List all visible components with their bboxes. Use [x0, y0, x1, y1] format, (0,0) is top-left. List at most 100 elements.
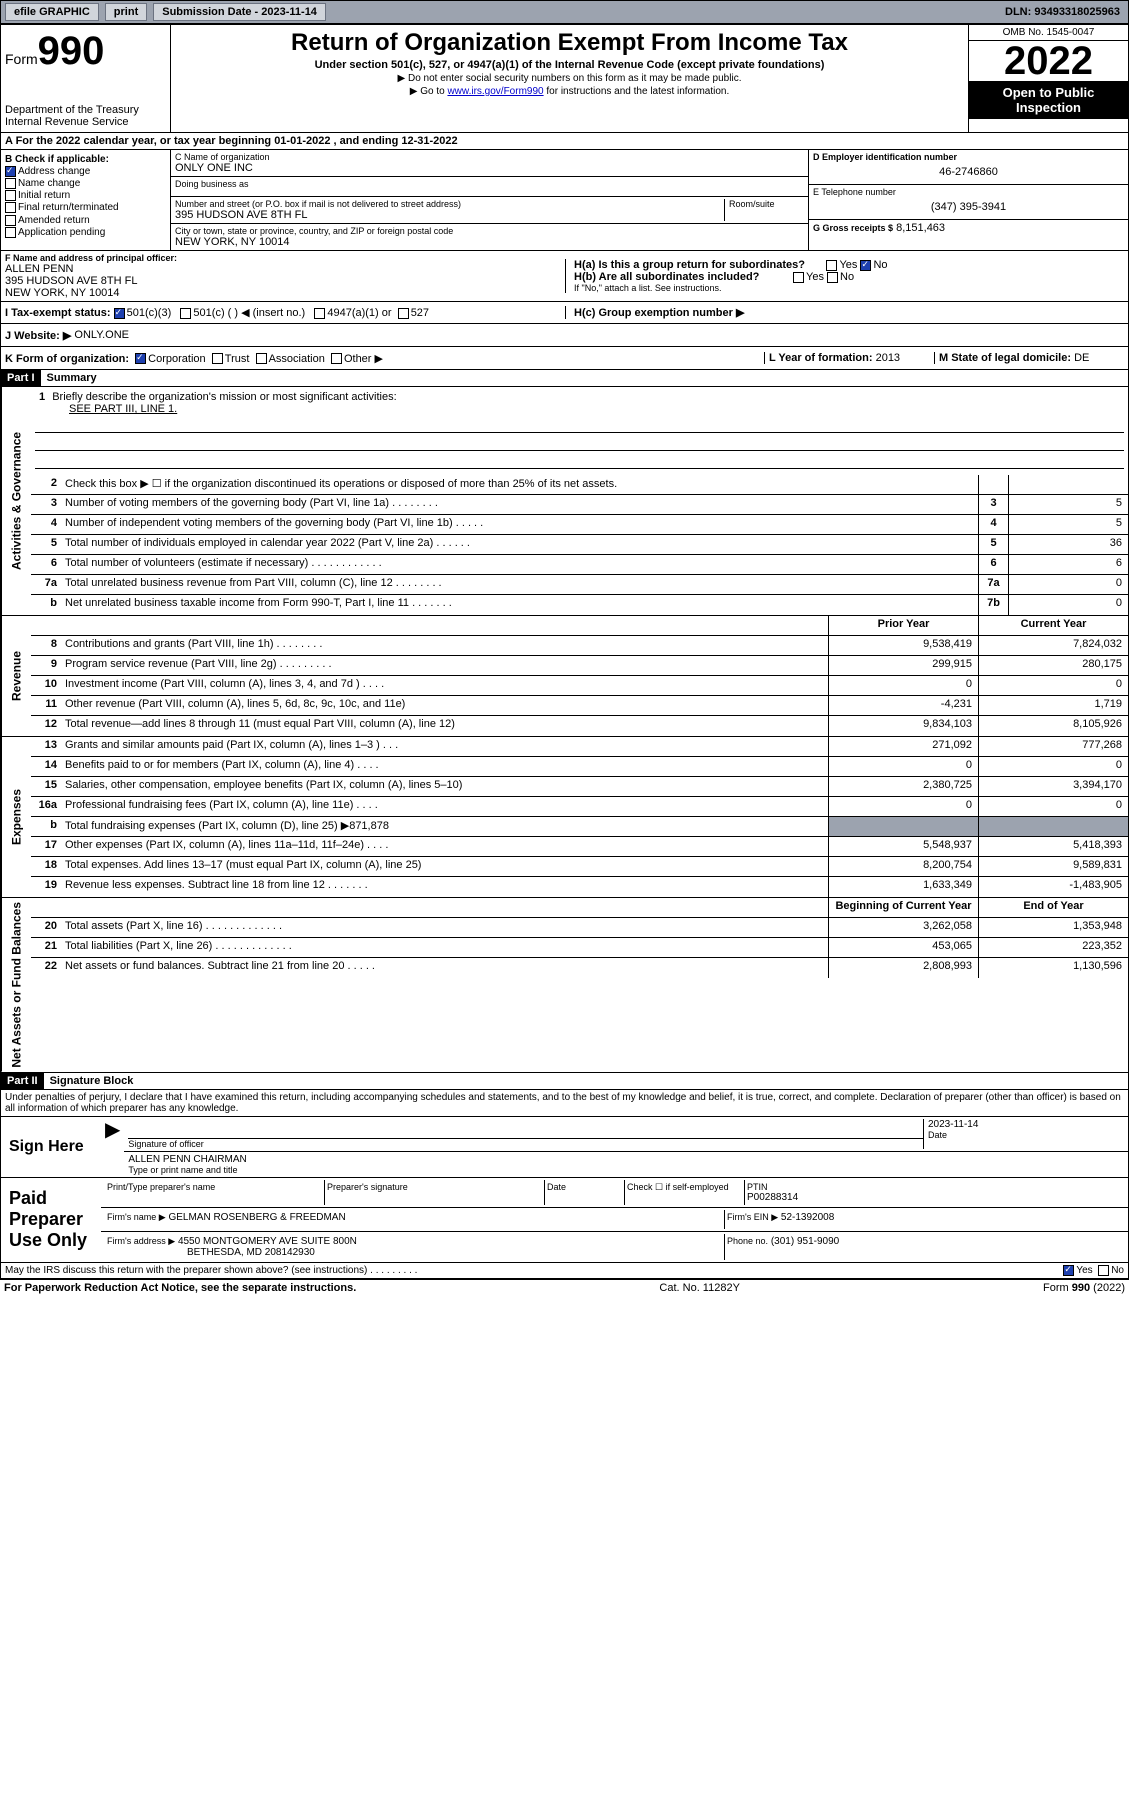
row-end: 223,352 — [978, 938, 1128, 957]
discuss-no[interactable]: No — [1098, 1265, 1124, 1276]
irs-label: Internal Revenue Service — [5, 116, 166, 128]
paid-ptin: P00288314 — [747, 1192, 1122, 1203]
cb-name[interactable]: Name change — [5, 178, 166, 189]
exp-row: 18 Total expenses. Add lines 13–17 (must… — [31, 857, 1128, 877]
sig-officer-label: Signature of officer — [128, 1139, 923, 1149]
na-head-end: End of Year — [978, 898, 1128, 917]
top-bar: efile GRAPHIC print Submission Date - 20… — [0, 0, 1129, 24]
officer-addr1: 395 HUDSON AVE 8TH FL — [5, 275, 565, 287]
part2-bar: Part II Signature Block — [0, 1073, 1129, 1090]
row-begin: 3,262,058 — [828, 918, 978, 937]
gov-row: 3 Number of voting members of the govern… — [31, 495, 1128, 515]
firm-phone: (301) 951-9090 — [771, 1236, 839, 1247]
dept-treasury: Department of the Treasury — [5, 104, 166, 116]
row-prior: 0 — [828, 757, 978, 776]
rev-head-current: Current Year — [978, 616, 1128, 635]
rev-head-blank — [31, 616, 61, 635]
irs-link[interactable]: www.irs.gov/Form990 — [447, 86, 543, 97]
print-button[interactable]: print — [105, 3, 147, 21]
row-num: 7a — [31, 575, 61, 594]
efile-button[interactable]: efile GRAPHIC — [5, 3, 99, 21]
row-current: 3,394,170 — [978, 777, 1128, 796]
submission-date: Submission Date - 2023-11-14 — [153, 3, 326, 21]
row-num: 10 — [31, 676, 61, 695]
paid-print-label: Print/Type preparer's name — [105, 1180, 325, 1205]
note-ssn: ▶ Do not enter social security numbers o… — [175, 73, 964, 84]
firm-name: GELMAN ROSENBERG & FREEDMAN — [168, 1212, 345, 1223]
revenue-table: Revenue Prior Year Current Year 8 Contri… — [0, 616, 1129, 737]
dba-label: Doing business as — [175, 179, 804, 189]
discuss-yes[interactable]: Yes — [1063, 1265, 1092, 1276]
officer-addr2: NEW YORK, NY 10014 — [5, 287, 565, 299]
row-desc: Benefits paid to or for members (Part IX… — [61, 757, 828, 776]
row-desc: Number of voting members of the governin… — [61, 495, 978, 514]
row-current: 0 — [978, 757, 1128, 776]
exp-row: 16a Professional fundraising fees (Part … — [31, 797, 1128, 817]
sig-name: ALLEN PENN CHAIRMAN — [128, 1154, 1124, 1165]
form-number-block: Form990 — [5, 29, 166, 74]
na-head-desc — [61, 898, 828, 917]
paid-check-label: Check ☐ if self-employed — [625, 1180, 745, 1205]
row-desc: Grants and similar amounts paid (Part IX… — [61, 737, 828, 756]
form-label: Form — [5, 51, 38, 67]
cb-final[interactable]: Final return/terminated — [5, 202, 166, 213]
cb-pending[interactable]: Application pending — [5, 227, 166, 238]
row-val: 5 — [1008, 515, 1128, 534]
mission-text: SEE PART III, LINE 1. — [35, 403, 177, 415]
phone-label: E Telephone number — [813, 187, 1124, 197]
sig-officer-line[interactable] — [128, 1119, 923, 1139]
org-name: ONLY ONE INC — [175, 162, 804, 174]
note-goto: ▶ Go to www.irs.gov/Form990 for instruct… — [175, 86, 964, 97]
mission-blank-2 — [35, 435, 1124, 451]
cb-amended[interactable]: Amended return — [5, 215, 166, 226]
org-name-label: C Name of organization — [175, 152, 804, 162]
netassets-table: Net Assets or Fund Balances Beginning of… — [0, 898, 1129, 1073]
cb-initial[interactable]: Initial return — [5, 190, 166, 201]
row-prior: -4,231 — [828, 696, 978, 715]
row-col — [978, 475, 1008, 494]
row-num: b — [31, 595, 61, 615]
row-desc: Total liabilities (Part X, line 26) . . … — [61, 938, 828, 957]
row-prior — [828, 817, 978, 836]
row-desc: Total assets (Part X, line 16) . . . . .… — [61, 918, 828, 937]
row-num: 4 — [31, 515, 61, 534]
row-num: 13 — [31, 737, 61, 756]
row-desc: Revenue less expenses. Subtract line 18 … — [61, 877, 828, 897]
mission-blank-3 — [35, 453, 1124, 469]
sign-section: Sign Here ▶ Signature of officer 2023-11… — [0, 1117, 1129, 1178]
row-num: 11 — [31, 696, 61, 715]
gov-row: 7a Total unrelated business revenue from… — [31, 575, 1128, 595]
row-begin: 2,808,993 — [828, 958, 978, 978]
na-head-begin: Beginning of Current Year — [828, 898, 978, 917]
row-val: 36 — [1008, 535, 1128, 554]
hc-label: H(c) Group exemption number ▶ — [574, 307, 744, 319]
row-num: 17 — [31, 837, 61, 856]
row-col: 7a — [978, 575, 1008, 594]
row-prior: 0 — [828, 676, 978, 695]
rev-head-prior: Prior Year — [828, 616, 978, 635]
rev-row: 10 Investment income (Part VIII, column … — [31, 676, 1128, 696]
cb-address[interactable]: Address change — [5, 166, 166, 177]
firm-ein-label: Firm's EIN ▶ — [727, 1212, 778, 1222]
row-prior: 299,915 — [828, 656, 978, 675]
row-desc: Total revenue—add lines 8 through 11 (mu… — [61, 716, 828, 736]
row-num: 3 — [31, 495, 61, 514]
goto-prefix: ▶ Go to — [410, 86, 448, 97]
exp-row: 15 Salaries, other compensation, employe… — [31, 777, 1128, 797]
side-governance: Activities & Governance — [1, 387, 31, 615]
firm-addr2: BETHESDA, MD 208142930 — [107, 1247, 315, 1258]
row-col: 4 — [978, 515, 1008, 534]
tax-status-row: I Tax-exempt status: 501(c)(3) 501(c) ( … — [5, 306, 565, 319]
side-revenue: Revenue — [1, 616, 31, 736]
sig-date-label: Date — [928, 1130, 1124, 1140]
row-desc: Professional fundraising fees (Part IX, … — [61, 797, 828, 816]
rev-row: 8 Contributions and grants (Part VIII, l… — [31, 636, 1128, 656]
row-end: 1,353,948 — [978, 918, 1128, 937]
row-current — [978, 817, 1128, 836]
row-current: 280,175 — [978, 656, 1128, 675]
header-grid: B Check if applicable: Address change Na… — [0, 150, 1129, 251]
mission-blank-1 — [35, 417, 1124, 433]
rev-row: 11 Other revenue (Part VIII, column (A),… — [31, 696, 1128, 716]
row-num: 2 — [31, 475, 61, 494]
addr-label: Number and street (or P.O. box if mail i… — [175, 199, 724, 209]
